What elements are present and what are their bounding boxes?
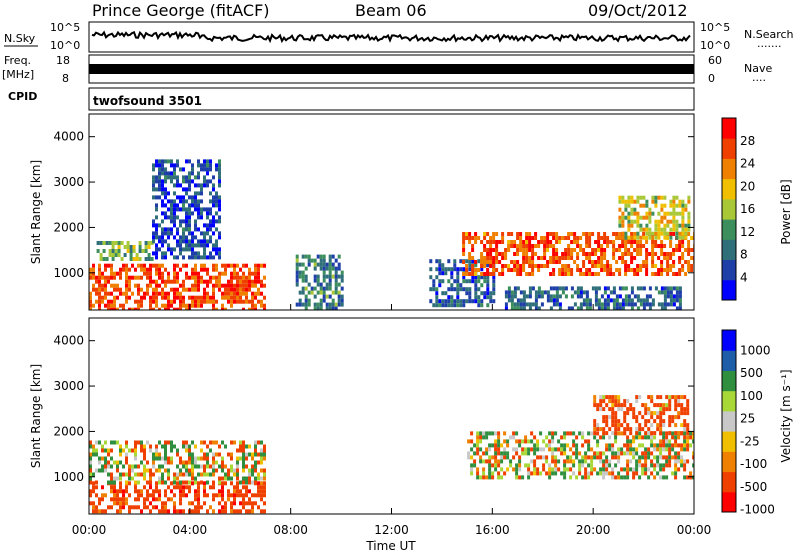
power-colorbar-swatch-8 [722, 118, 736, 139]
velocity-ytick-1: 2000 [53, 424, 84, 438]
power-colorbar-swatch-0 [722, 279, 736, 301]
freq-trace [89, 64, 694, 74]
station-title: Prince George (fitACF) [92, 1, 270, 20]
x-axis-label: Time UT [365, 539, 416, 553]
velocity-region-2 [467, 431, 694, 480]
velocity-colorbar-swatch-8 [722, 330, 736, 351]
velocity-colorbar-swatch-5 [722, 390, 736, 412]
power-region-3 [295, 254, 344, 310]
nsky-tick-high: 10^5 [50, 21, 80, 34]
power-colorbar-swatch-1 [722, 259, 736, 281]
freq-tick-high: 18 [56, 54, 70, 67]
date-label: 09/Oct/2012 [588, 1, 688, 20]
velocity-colorbar-tick-5: -100 [740, 457, 767, 471]
velocity-colorbar-swatch-7 [722, 350, 736, 371]
power-colorbar-tick-1: 8 [740, 248, 748, 262]
velocity-colorbar-swatch-4 [722, 410, 736, 432]
nsearch-dots: ....... [757, 37, 781, 50]
velocity-region-0 [89, 481, 266, 514]
velocity-region-3 [593, 395, 690, 436]
beam-label: Beam 06 [355, 1, 427, 20]
power-region-5 [462, 232, 694, 276]
nsky-label: N.Sky [4, 32, 36, 45]
power-region-2 [152, 159, 221, 260]
power-colorbar-tick-0: 4 [740, 270, 748, 284]
nave-dots: .... [752, 71, 766, 84]
power-colorbar-tick-5: 24 [740, 157, 755, 171]
cpid-panel [88, 87, 695, 111]
power-region-4 [429, 259, 496, 308]
velocity-colorbar-tick-2: 100 [740, 389, 763, 403]
power-colorbar-tick-6: 28 [740, 134, 755, 148]
velocity-ytick-3: 4000 [53, 334, 84, 348]
cpid-value: twofsound 3501 [93, 94, 202, 108]
velocity-ytick-2: 3000 [53, 379, 84, 393]
velocity-colorbar-frame [721, 329, 737, 513]
cpid-label: CPID [8, 90, 37, 103]
nave-label: Nave [744, 62, 772, 75]
x-tick-4: 16:00 [475, 523, 510, 537]
nave-tick-high: 60 [708, 54, 722, 67]
nsky-line [91, 30, 691, 44]
power-ytick-0: 1000 [53, 266, 84, 280]
freq-label: Freq. [4, 54, 31, 67]
power-ylabel: Slant Range [km] [29, 160, 43, 264]
x-tick-1: 04:00 [173, 523, 208, 537]
power-colorbar-swatch-3 [722, 219, 736, 240]
x-tick-0: 00:00 [72, 523, 107, 537]
freq-tick-low: 8 [62, 72, 69, 85]
nsky-panel [88, 21, 695, 53]
nsearch-tick-high: 10^5 [700, 21, 730, 34]
velocity-colorbar-swatch-2 [722, 451, 736, 473]
power-ytick-3: 4000 [53, 130, 84, 144]
power-colorbar-swatch-6 [722, 158, 736, 180]
velocity-colorbar-tick-3: 25 [740, 412, 755, 426]
power-panel-frame [88, 113, 695, 311]
velocity-colorbar-tick-1: 500 [740, 366, 763, 380]
velocity-colorbar-label: Velocity [m s⁻¹] [779, 369, 793, 462]
nsearch-label: N.Search [744, 28, 794, 41]
velocity-region-1 [89, 440, 266, 485]
power-colorbar-tick-3: 16 [740, 202, 755, 216]
power-ytick-2: 3000 [53, 175, 84, 189]
power-region-1 [96, 241, 154, 261]
freq-unit: [MHz] [2, 68, 34, 81]
power-ytick-1: 2000 [53, 220, 84, 234]
velocity-colorbar-swatch-0 [722, 491, 736, 513]
power-colorbar-frame [721, 117, 737, 301]
velocity-colorbar-swatch-1 [722, 471, 736, 493]
power-heatmap [89, 159, 694, 310]
x-tick-6: 00:00 [677, 523, 712, 537]
power-colorbar-tick-4: 20 [740, 179, 755, 193]
power-colorbar-tick-2: 12 [740, 225, 755, 239]
nave-tick-low: 0 [708, 72, 715, 85]
power-colorbar-label: Power [dB] [779, 179, 793, 244]
velocity-colorbar-tick-6: -500 [740, 480, 767, 494]
power-colorbar-swatch-7 [722, 138, 736, 159]
velocity-colorbar-tick-4: -25 [740, 434, 760, 448]
velocity-colorbar-tick-0: 1000 [740, 343, 771, 357]
velocity-ytick-0: 1000 [53, 470, 84, 484]
x-tick-3: 12:00 [374, 523, 409, 537]
power-region-6 [618, 195, 691, 240]
power-colorbar-swatch-2 [722, 239, 736, 261]
x-tick-5: 20:00 [576, 523, 611, 537]
power-colorbar-swatch-4 [722, 198, 736, 220]
velocity-heatmap [89, 395, 694, 514]
power-colorbar-swatch-5 [722, 178, 736, 200]
velocity-colorbar-tick-7: -1000 [740, 503, 775, 517]
x-tick-2: 08:00 [273, 523, 308, 537]
velocity-colorbar-swatch-6 [722, 370, 736, 392]
velocity-ylabel: Slant Range [km] [29, 364, 43, 468]
nsky-trace [91, 30, 691, 44]
nsearch-tick-low: 10^0 [700, 39, 730, 52]
power-region-7 [504, 286, 682, 310]
power-region-0 [89, 263, 266, 310]
nsky-tick-low: 10^0 [50, 39, 80, 52]
velocity-colorbar-swatch-3 [722, 431, 736, 452]
